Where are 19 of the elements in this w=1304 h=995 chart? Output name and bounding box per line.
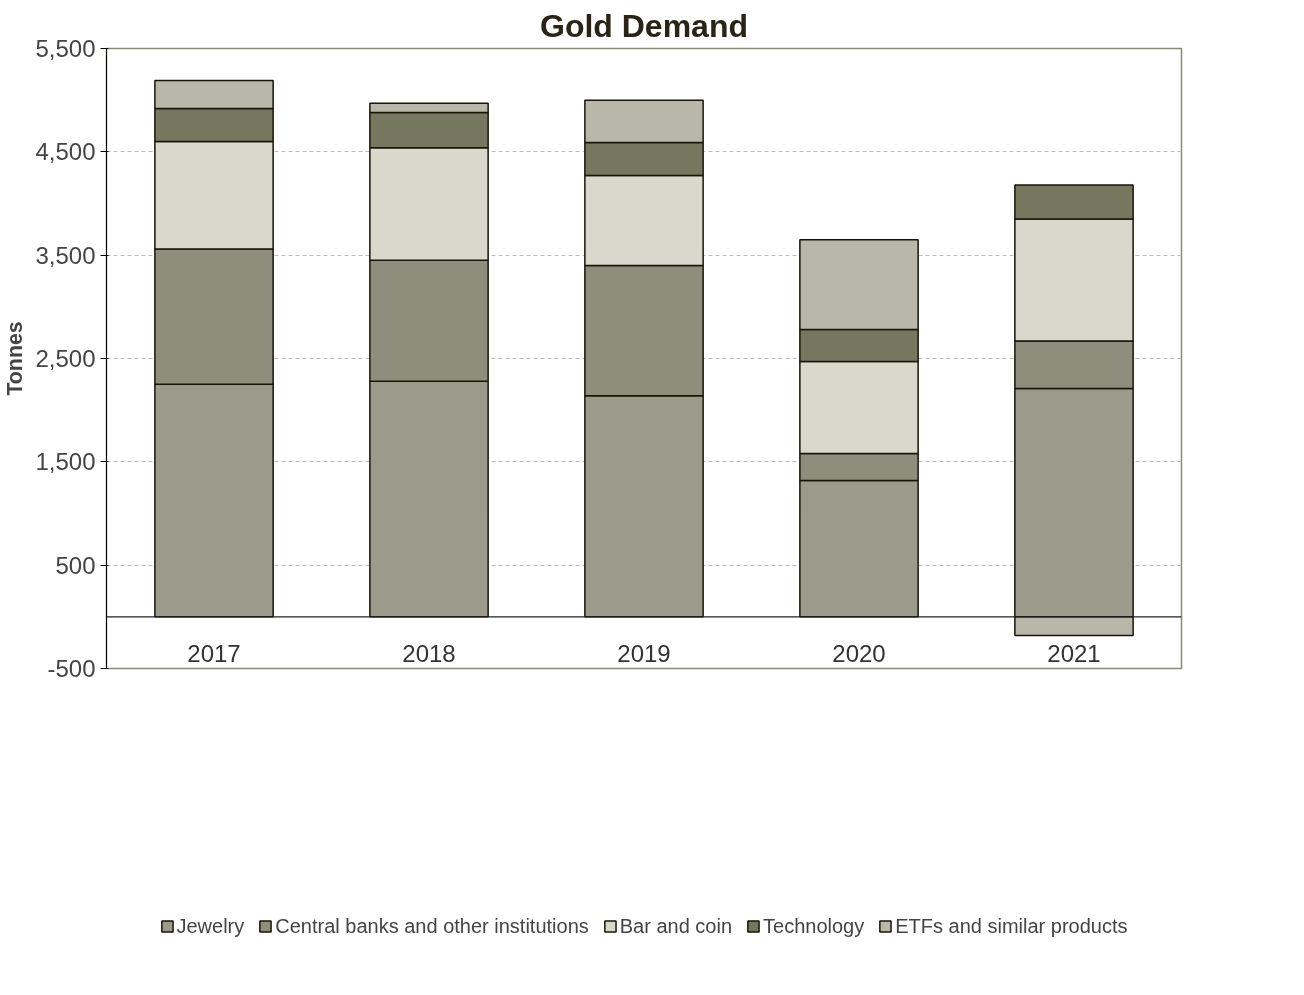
legend-label: ETFs and similar products — [895, 914, 1128, 938]
y-tick-label: 4,500 — [35, 138, 96, 166]
x-tick-label: 2017 — [187, 639, 241, 667]
x-tick-label: 2021 — [1047, 639, 1101, 667]
chart-title: Gold Demand — [539, 7, 749, 44]
y-tick-label: 2,500 — [35, 345, 96, 372]
x-tick-label: 2019 — [617, 639, 671, 667]
y-tick-label: -500 — [47, 655, 96, 682]
y-tick-label: 1,500 — [35, 448, 96, 476]
y-tick-label: 3,500 — [35, 241, 96, 269]
y-tick-label: 500 — [55, 551, 96, 579]
legend-label: Central banks and other institutions — [275, 914, 589, 938]
legend-label: Technology — [763, 914, 865, 938]
x-tick-label: 2018 — [402, 639, 456, 667]
y-axis-title: Tonnes — [3, 321, 28, 396]
legend-label: Jewelry — [176, 914, 245, 938]
legend-label: Bar and coin — [619, 914, 733, 938]
y-tick-label: 5,500 — [35, 35, 96, 62]
x-tick-label: 2020 — [832, 639, 886, 667]
